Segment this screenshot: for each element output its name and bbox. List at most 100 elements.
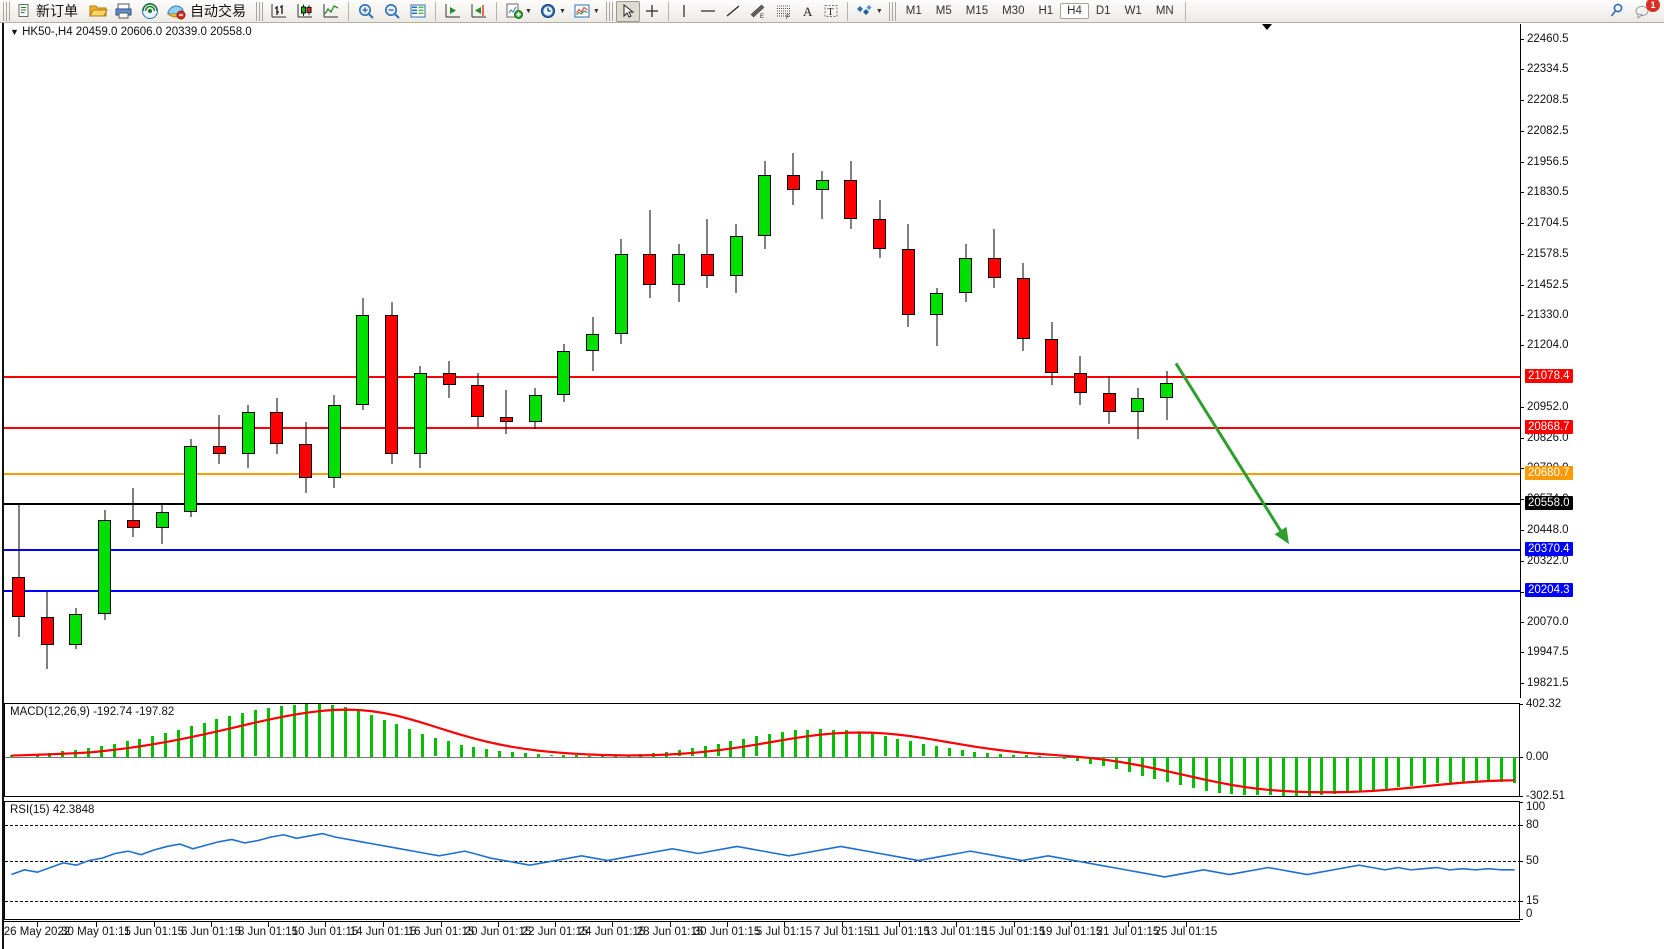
candlestick-chart-button[interactable] (292, 1, 318, 22)
candlestick[interactable] (413, 24, 427, 698)
candlestick[interactable] (959, 24, 973, 698)
timeframe-m1[interactable]: M1 (905, 5, 922, 17)
price-panel[interactable]: ▼ HK50-,H4 20459.0 20606.0 20339.0 20558… (4, 24, 1573, 698)
toolbar-grip-4[interactable] (888, 1, 896, 21)
period-button[interactable]: ▼ (535, 1, 569, 22)
candlestick[interactable] (356, 24, 370, 698)
candlestick[interactable] (1131, 24, 1145, 698)
crosshair-tool-button[interactable] (640, 1, 664, 22)
candlestick[interactable] (69, 24, 83, 698)
candlestick[interactable] (643, 24, 657, 698)
chevron-down-icon-3[interactable]: ▼ (592, 7, 600, 15)
price-level-line-3[interactable] (4, 503, 1520, 506)
candlestick[interactable] (499, 24, 513, 698)
candlestick[interactable] (1016, 24, 1030, 698)
candlestick[interactable] (155, 24, 169, 698)
timeframe-m30[interactable]: M30 (1002, 5, 1025, 17)
candlestick[interactable] (729, 24, 743, 698)
price-level-label-5[interactable]: 20204.3 (1525, 582, 1573, 597)
candlestick[interactable] (126, 24, 140, 698)
price-level-line-0[interactable] (4, 376, 1520, 379)
timeframe-mn[interactable]: MN (1155, 5, 1174, 17)
price-level-line-5[interactable] (4, 589, 1520, 592)
price-level-line-1[interactable] (4, 427, 1520, 430)
candlestick[interactable] (241, 24, 255, 698)
macd-panel[interactable]: MACD(12,26,9) -192.74 -197.82 402.32 0.00… (4, 698, 1565, 802)
broadcast-button[interactable] (137, 1, 163, 22)
candlestick[interactable] (212, 24, 226, 698)
candlestick[interactable] (40, 24, 54, 698)
grid-button[interactable] (405, 1, 431, 22)
candlestick[interactable] (184, 24, 198, 698)
price-level-label-1[interactable]: 20868.7 (1525, 420, 1573, 435)
price-level-line-2[interactable] (4, 473, 1520, 476)
price-level-label-0[interactable]: 21078.4 (1525, 369, 1573, 384)
cursor-tool-button[interactable] (615, 0, 640, 22)
macd-plot-area[interactable] (5, 704, 1521, 796)
timeframe-m5[interactable]: M5 (935, 5, 952, 17)
timeframe-h1[interactable]: H1 (1038, 5, 1054, 17)
candlestick[interactable] (270, 24, 284, 698)
chevron-down-icon[interactable]: ▼ (525, 7, 532, 15)
candlestick[interactable] (614, 24, 628, 698)
candlestick[interactable] (1102, 24, 1116, 698)
folder-button[interactable] (85, 1, 111, 22)
candlestick[interactable] (1160, 24, 1173, 698)
timeframe-m15[interactable]: M15 (965, 5, 989, 17)
candlestick[interactable] (672, 24, 686, 698)
candlestick[interactable] (385, 24, 399, 698)
timeframe-w1[interactable]: W1 (1124, 5, 1142, 17)
candlestick[interactable] (471, 24, 485, 698)
zoom-out-button[interactable] (379, 1, 405, 22)
price-axis[interactable]: 22460.5 22334.5 22208.5 22082.5 21956.5 21830… (1520, 24, 1664, 698)
chart-shift-button[interactable] (466, 1, 492, 22)
candlestick[interactable] (758, 24, 772, 698)
collapse-arrow-icon[interactable]: ▼ (10, 27, 19, 37)
candlestick[interactable] (327, 24, 341, 698)
vertical-line-tool-button[interactable] (673, 1, 695, 22)
time-axis[interactable]: 26 May 2022 30 May 01:15 1 Jun 01:15 6 Jun … (4, 921, 1520, 947)
candlestick[interactable] (844, 24, 858, 698)
candlestick[interactable] (901, 24, 915, 698)
horizontal-line-tool-button[interactable] (695, 1, 721, 22)
candlestick[interactable] (557, 24, 571, 698)
price-level-label-4[interactable]: 20370.4 (1525, 541, 1573, 556)
candlestick[interactable] (815, 24, 829, 698)
macd-axis[interactable]: 402.32 0.00 -302.51 (1519, 698, 1663, 802)
candlestick[interactable] (1073, 24, 1087, 698)
equidistant-channel-button[interactable]: E (745, 1, 771, 22)
fibonacci-tool-button[interactable]: F (771, 1, 797, 22)
text-tool-button[interactable]: A (797, 1, 819, 22)
print-button[interactable] (111, 1, 137, 22)
chevron-down-icon-2[interactable]: ▼ (558, 7, 566, 15)
price-level-label-3[interactable]: 20558.0 (1525, 496, 1573, 511)
autotrading-button[interactable]: 自动交易 (163, 1, 253, 22)
templates-button[interactable]: ▼ (569, 1, 603, 22)
timeframe-h4[interactable]: H4 (1060, 3, 1089, 19)
text-label-tool-button[interactable]: T (819, 1, 843, 22)
candlestick[interactable] (528, 24, 542, 698)
objects-button[interactable]: ▼ (852, 1, 886, 22)
candlestick[interactable] (786, 24, 800, 698)
candlestick[interactable] (873, 24, 886, 698)
autoscroll-button[interactable] (440, 1, 466, 22)
candlestick[interactable] (1045, 24, 1059, 698)
candlestick[interactable] (12, 24, 25, 698)
bar-chart-button[interactable] (266, 1, 292, 22)
candlestick[interactable] (299, 24, 312, 698)
candlestick[interactable] (442, 24, 456, 698)
toolbar-grip-2[interactable] (256, 1, 263, 21)
rsi-plot-area[interactable] (5, 802, 1521, 919)
price-plot-area[interactable] (4, 24, 1520, 698)
toolbar-grip-3[interactable] (605, 1, 613, 21)
candlestick[interactable] (586, 24, 599, 698)
candlestick[interactable] (700, 24, 714, 698)
zoom-in-button[interactable] (353, 1, 379, 22)
trendline-tool-button[interactable] (721, 1, 745, 22)
new-chart-button[interactable]: ▼ (501, 1, 535, 22)
candlestick[interactable] (98, 24, 112, 698)
rsi-panel[interactable]: RSI(15) 42.3848 100 80 50 15 0 (4, 801, 1545, 920)
candlestick[interactable] (987, 24, 1001, 698)
candlestick[interactable] (930, 24, 944, 698)
alerts-button[interactable]: 1 (1630, 0, 1660, 22)
